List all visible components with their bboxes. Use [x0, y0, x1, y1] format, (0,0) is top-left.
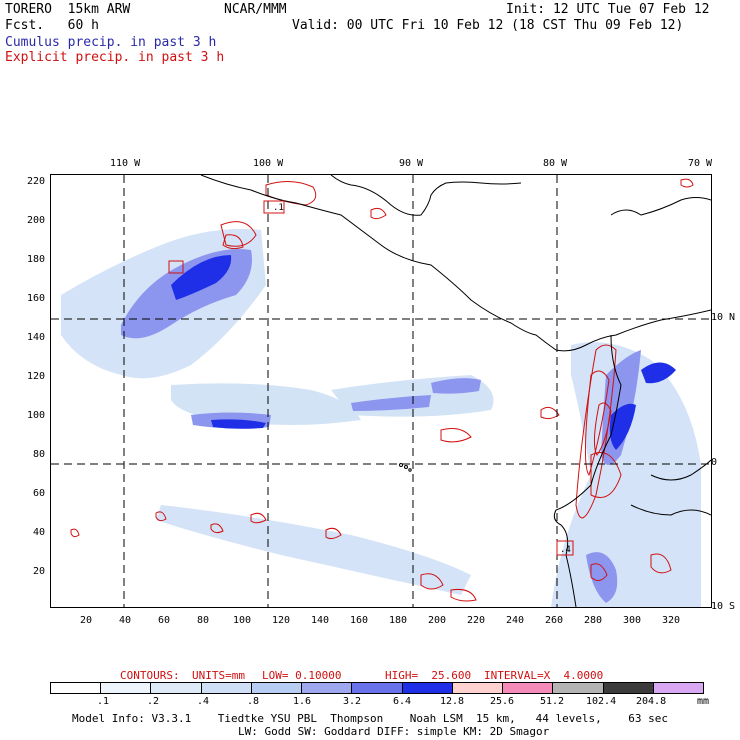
contours-low: LOW= 0.10000 [262, 669, 342, 682]
lon-tick-80w: 80 W [543, 158, 568, 169]
legend-swatch [553, 683, 604, 693]
cumulus-precip-strong [171, 255, 676, 450]
x-tick: 260 [545, 615, 564, 626]
y-tick: 80 [33, 449, 46, 460]
x-tick: 20 [80, 615, 93, 626]
x-tick: 120 [272, 615, 291, 626]
legend-label: 3.2 [343, 696, 362, 707]
y-tick: 40 [33, 527, 46, 538]
legend-label: .4 [197, 696, 210, 707]
lon-tick-110w: 110 W [110, 158, 141, 169]
legend-unit: mm [697, 696, 710, 707]
init-time: Init: 12 UTC Tue 07 Feb 12 [506, 2, 710, 17]
x-tick: 60 [158, 615, 171, 626]
x-tick: 240 [506, 615, 525, 626]
legend-label: .2 [147, 696, 160, 707]
model-name: TORERO 15km ARW [5, 2, 131, 17]
station-box-1 [263, 200, 285, 214]
y-tick: 140 [27, 332, 46, 343]
lat-tick-10s: 10 S [711, 601, 736, 612]
contours-label: CONTOURS: [120, 669, 180, 682]
y-tick: 200 [27, 215, 46, 226]
y-tick: 160 [27, 293, 46, 304]
lon-tick-100w: 100 W [253, 158, 284, 169]
x-tick: 100 [233, 615, 252, 626]
x-tick: 280 [584, 615, 603, 626]
legend-swatch [352, 683, 403, 693]
cumulus-field-title: Cumulus precip. in past 3 h [5, 35, 217, 50]
valid-time: Valid: 00 UTC Fri 10 Feb 12 (18 CST Thu … [292, 18, 684, 33]
x-tick: 40 [119, 615, 132, 626]
legend-label: 51.2 [540, 696, 565, 707]
station-box-2 [168, 260, 184, 274]
legend-label: 102.4 [586, 696, 617, 707]
legend-label: .1 [97, 696, 110, 707]
lat-tick-10n: 10 N [711, 312, 736, 323]
legend-swatch [402, 683, 453, 693]
x-tick: 220 [467, 615, 486, 626]
y-tick: 60 [33, 488, 46, 499]
legend-swatch [452, 683, 504, 693]
station-boxes [168, 200, 574, 556]
legend-swatch [503, 683, 554, 693]
legend-swatch [603, 683, 654, 693]
explicit-precip-contours [70, 178, 694, 602]
legend-label: .8 [247, 696, 260, 707]
precip-map: .1 .4 [50, 174, 712, 608]
legend-swatch [302, 683, 353, 693]
coastlines [200, 175, 711, 607]
legend-label: 204.8 [636, 696, 667, 707]
x-tick: 180 [389, 615, 408, 626]
legend-swatch [101, 683, 152, 693]
legend-label: 12.8 [440, 696, 465, 707]
map-canvas: .1 .4 [51, 175, 711, 607]
x-tick: 140 [311, 615, 330, 626]
y-tick: 220 [27, 176, 46, 187]
station-label-4: .4 [560, 545, 571, 555]
legend-swatch [201, 683, 252, 693]
y-tick: 120 [27, 371, 46, 382]
legend-label: 6.4 [393, 696, 412, 707]
model-info: Model Info: V3.3.1 Tiedtke YSU PBL Thomp… [72, 712, 669, 725]
legend-swatch [653, 683, 704, 693]
x-tick: 160 [350, 615, 369, 626]
lon-tick-90w: 90 W [399, 158, 424, 169]
contours-high: HIGH= 25.600 [385, 669, 472, 682]
contours-interval: INTERVAL=X 4.0000 [484, 669, 604, 682]
x-tick: 200 [428, 615, 447, 626]
y-tick: 20 [33, 566, 46, 577]
organization: NCAR/MMM [224, 2, 287, 17]
y-tick: 180 [27, 254, 46, 265]
x-tick: 320 [662, 615, 681, 626]
lat-lon-grid [51, 175, 711, 607]
x-tick: 80 [197, 615, 210, 626]
contours-units: UNITS=mm [192, 669, 245, 682]
station-label-1: .1 [273, 203, 284, 213]
color-legend [50, 682, 704, 694]
station-box-4 [556, 540, 574, 556]
legend-label: 25.6 [490, 696, 515, 707]
lat-tick-0: 0 [711, 457, 718, 468]
explicit-field-title: Explicit precip. in past 3 h [5, 50, 225, 65]
legend-swatch [251, 683, 303, 693]
legend-label: 1.6 [293, 696, 312, 707]
forecast-hour: Fcst. 60 h [5, 18, 99, 33]
model-physics: LW: Godd SW: Goddard DIFF: simple KM: 2D… [238, 725, 550, 738]
y-tick: 100 [27, 410, 46, 421]
lon-tick-70w: 70 W [688, 158, 713, 169]
x-tick: 300 [623, 615, 642, 626]
legend-swatch [151, 683, 202, 693]
legend-swatch [51, 683, 102, 693]
